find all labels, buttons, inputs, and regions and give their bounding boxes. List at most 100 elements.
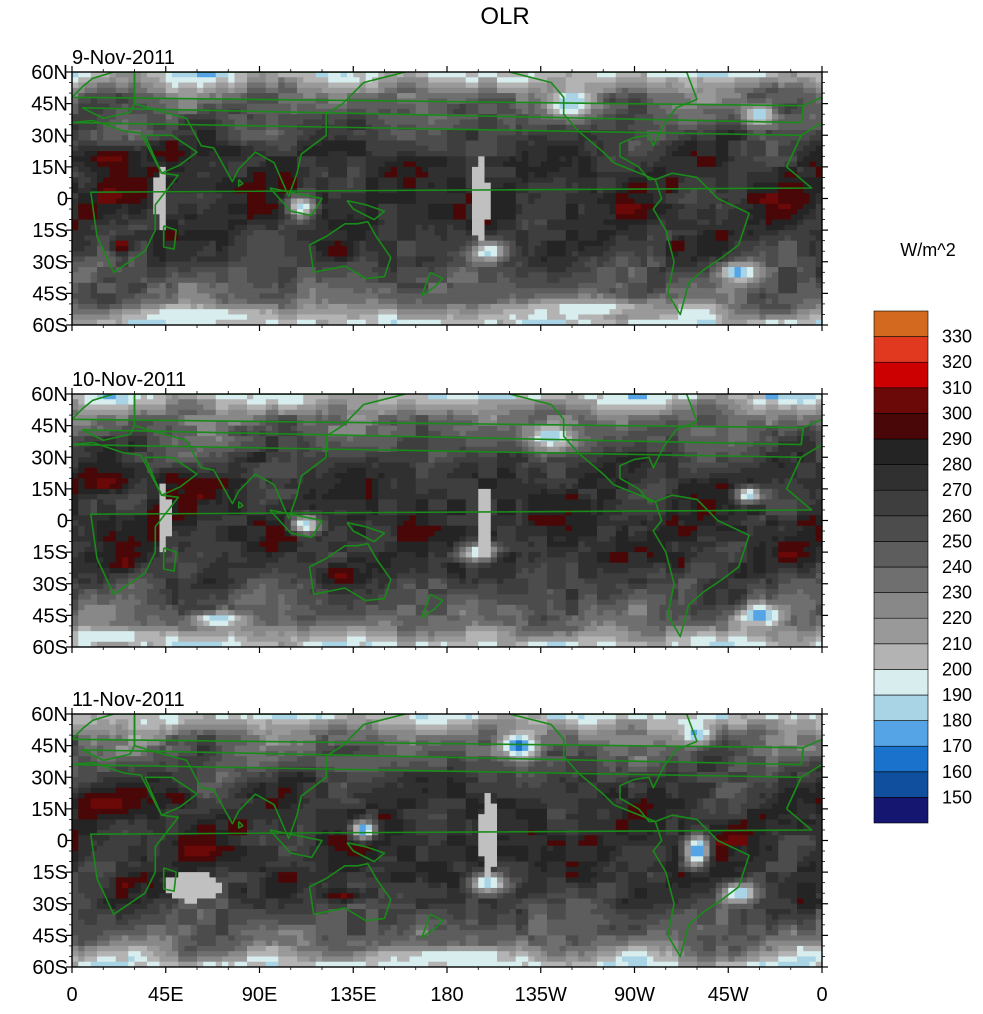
olr-cell (722, 124, 729, 131)
olr-cell (584, 245, 592, 252)
olr-cell (90, 135, 98, 141)
olr-cell (547, 182, 554, 189)
olr-cell (722, 72, 729, 78)
olr-cell (72, 282, 79, 289)
olr-cell (472, 251, 479, 257)
olr-cell (590, 203, 598, 210)
olr-cell (684, 93, 692, 99)
olr-cell (540, 214, 548, 220)
olr-cell (728, 235, 735, 242)
olr-cell (303, 230, 310, 236)
olr-cell (590, 198, 598, 205)
olr-cell (434, 103, 442, 110)
olr-cell (153, 288, 160, 294)
olr-cell (447, 203, 454, 210)
olr-cell (190, 230, 198, 236)
olr-cell (72, 156, 79, 162)
olr-cell (109, 108, 117, 115)
olr-cell (728, 240, 735, 247)
olr-cell (565, 166, 573, 173)
olr-cell (459, 166, 467, 173)
olr-cell (397, 77, 404, 83)
olr-cell (203, 172, 210, 178)
olr-cell (365, 282, 373, 289)
olr-cell (503, 77, 510, 83)
olr-cell (128, 267, 135, 273)
olr-cell (359, 240, 367, 247)
olr-cell (459, 82, 467, 89)
olr-cell (447, 282, 454, 289)
olr-cell (190, 193, 198, 199)
olr-cell (247, 151, 254, 157)
olr-cell (334, 108, 342, 115)
olr-cell (503, 145, 510, 152)
olr-cell (347, 203, 354, 210)
olr-cell (615, 135, 623, 141)
olr-cell (284, 103, 292, 110)
olr-cell (109, 282, 117, 289)
olr-cell (790, 151, 798, 157)
olr-cell (690, 77, 698, 83)
olr-cell (528, 172, 535, 178)
olr-cell (190, 187, 198, 194)
olr-cell (172, 108, 179, 115)
olr-cell (122, 203, 129, 210)
olr-cell (534, 98, 542, 104)
olr-cell (747, 140, 754, 147)
olr-cell (409, 272, 417, 278)
olr-cell (372, 277, 379, 284)
olr-cell (459, 277, 467, 284)
olr-cell (422, 288, 429, 294)
olr-cell (134, 282, 142, 289)
olr-cell (303, 166, 310, 173)
olr-cell (672, 151, 679, 157)
olr-cell (197, 230, 204, 236)
olr-cell (447, 114, 454, 120)
olr-cell (678, 145, 685, 152)
olr-cell (572, 166, 579, 173)
olr-cell (472, 129, 479, 136)
olr-cell (128, 224, 135, 231)
olr-cell (565, 114, 573, 120)
olr-cell (303, 140, 310, 147)
olr-cell (559, 203, 567, 210)
olr-cell (665, 103, 673, 110)
olr-cell (428, 108, 435, 115)
olr-cell (378, 256, 385, 263)
olr-cell (84, 219, 92, 226)
olr-cell (665, 272, 673, 278)
olr-cell (234, 182, 242, 189)
olr-cell (78, 145, 85, 152)
olr-cell (615, 245, 623, 252)
olr-cell (684, 235, 692, 242)
olr-cell (778, 129, 785, 136)
olr-cell (753, 256, 760, 263)
olr-cell (647, 256, 654, 263)
olr-cell (453, 119, 460, 126)
olr-cell (409, 230, 417, 236)
olr-cell (640, 182, 648, 189)
olr-cell (584, 140, 592, 147)
olr-cell (715, 82, 723, 89)
olr-cell (740, 145, 748, 152)
olr-cell (197, 119, 204, 126)
olr-cell (503, 277, 510, 284)
olr-cell (378, 161, 385, 168)
olr-cell (503, 108, 510, 115)
olr-cell (378, 72, 385, 78)
olr-cell (759, 93, 767, 99)
olr-cell (615, 140, 623, 147)
olr-cell (103, 103, 110, 110)
olr-cell (334, 256, 342, 263)
olr-cell (272, 103, 279, 110)
olr-cell (728, 267, 735, 273)
olr-cell (353, 235, 360, 242)
olr-cell (422, 214, 429, 220)
olr-cell (128, 182, 135, 189)
olr-cell (90, 145, 98, 152)
olr-cell (628, 219, 635, 226)
olr-cell (703, 93, 710, 99)
olr-cell (778, 93, 785, 99)
olr-cell (447, 145, 454, 152)
olr-cell (253, 193, 260, 199)
